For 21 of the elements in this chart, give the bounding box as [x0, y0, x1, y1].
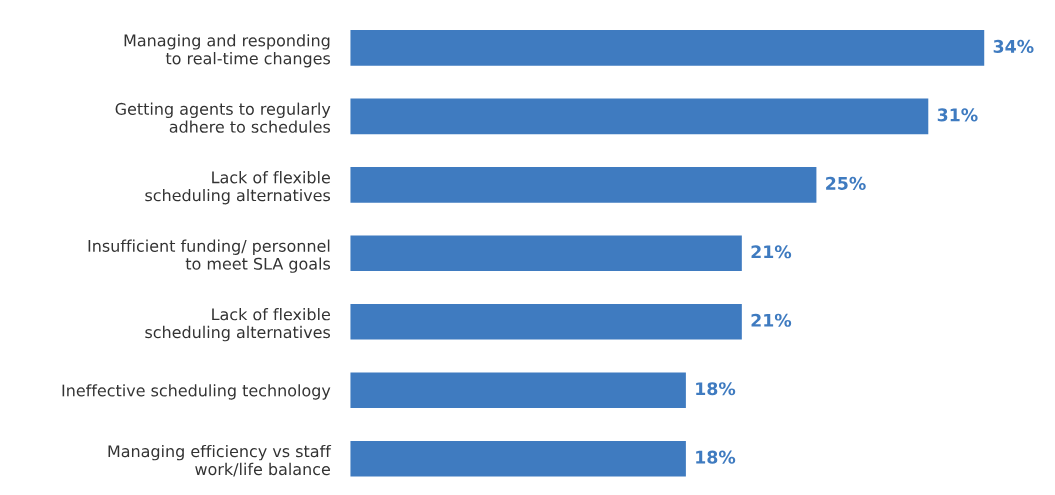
data-label: 25%	[826, 176, 866, 190]
bar	[350, 303, 742, 340]
y-tick-label: Ineffective scheduling technology	[62, 384, 331, 400]
y-tick-label: Lack of flexible scheduling alternatives	[145, 307, 331, 342]
data-label: 18%	[696, 382, 736, 396]
data-label: 21%	[751, 245, 792, 259]
y-tick-label: Insufficient funding/ personnel to meet SLA goals	[88, 239, 331, 273]
data-label: 18%	[696, 450, 736, 464]
bar	[350, 167, 817, 203]
y-tick-label: Managing and responding to real-time changes	[124, 34, 331, 68]
bar	[350, 372, 686, 409]
bar	[350, 98, 929, 135]
bar	[350, 440, 686, 477]
y-tick-label: Managing efficiency vs staff work/life balance	[108, 444, 332, 477]
bar	[350, 235, 742, 272]
data-label: 34%	[993, 39, 1034, 53]
y-tick-label: Getting agents to regularly adhere to schedules	[115, 102, 331, 133]
data-label: 31%	[937, 108, 978, 122]
data-label: 21%	[751, 313, 792, 327]
y-tick-label: Lack of flexible scheduling alternatives	[145, 171, 331, 205]
bar	[350, 30, 985, 66]
